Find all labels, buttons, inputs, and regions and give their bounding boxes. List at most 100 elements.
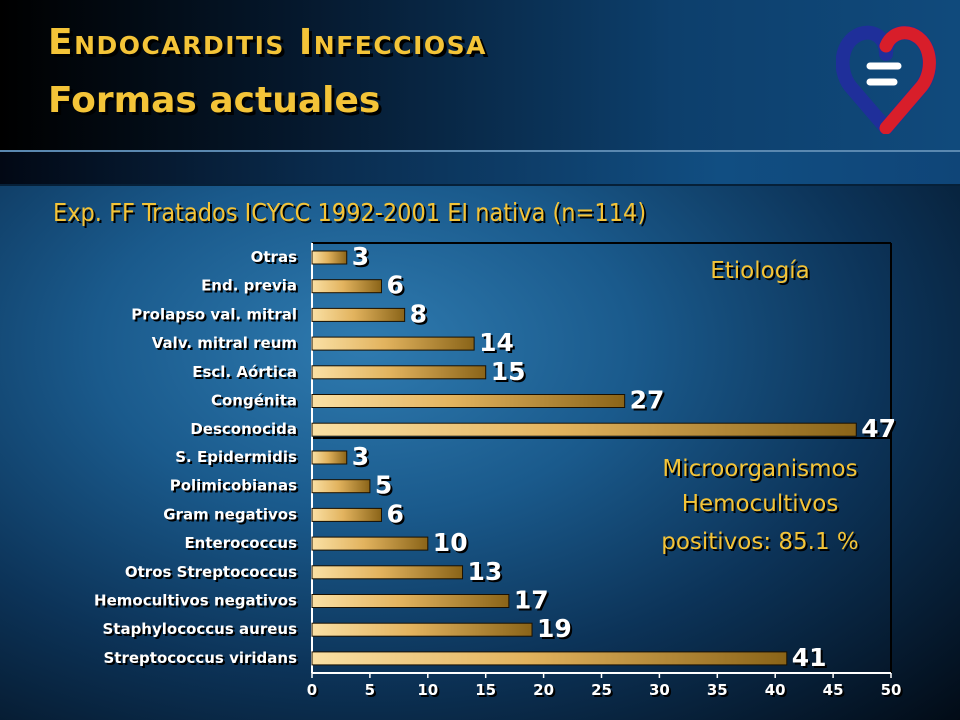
bar-value-label-text: 19 (537, 614, 572, 643)
category-label-shadow: Prolapso val. mitral (133, 307, 299, 325)
category-label-text: Prolapso val. mitral (131, 305, 297, 323)
category-label-text: End. previa (201, 277, 297, 295)
x-tick-label-shadow: 10 (419, 683, 440, 701)
bar-value-label-text: 27 (630, 386, 665, 415)
panel-annotation-shadow: positivos: 85.1 % (663, 531, 861, 557)
category-label-text: Streptococcus viridans (104, 649, 298, 667)
bar-value-label: 55 (375, 471, 394, 502)
panel-annotation-shadow: Microorganismos (664, 458, 859, 484)
x-tick-label-shadow: 35 (709, 683, 730, 701)
category-label-shadow: Polimicobianas (172, 479, 299, 497)
x-tick-label-text: 50 (881, 681, 902, 699)
bar-value-label-text: 41 (792, 643, 827, 672)
x-tick-label-text: 10 (417, 681, 438, 699)
bar-value-label-shadow: 6 (388, 501, 405, 530)
x-tick-label-text: 35 (707, 681, 728, 699)
panel-annotation-text: Hemocultivos (682, 491, 839, 517)
bar-value-label-text: 13 (468, 557, 503, 586)
category-label-text: Escl. Aórtica (192, 363, 297, 381)
chart-title: Exp. FF Tratados ICYCC 1992-2001 EI nati… (53, 198, 647, 227)
bar-value-label-text: 8 (410, 299, 427, 328)
bar-value-label: 33 (352, 442, 371, 473)
bar-value-label-shadow: 41 (794, 645, 829, 674)
bar-value-label-text: 17 (514, 586, 549, 615)
panel-annotation-text: Microorganismos (662, 456, 857, 482)
bar-value-label-text: 5 (375, 471, 392, 500)
bar-value-label-text: 15 (491, 357, 526, 386)
category-label-shadow: Streptococcus viridans (106, 651, 300, 669)
bar-value-label-shadow: 3 (354, 244, 371, 273)
bar (311, 250, 348, 265)
bar-value-label-shadow: 5 (377, 473, 394, 502)
bar-value-label: 88 (410, 299, 429, 330)
bar-value-label-text: 6 (386, 271, 403, 300)
bar-value-label-shadow: 10 (435, 530, 470, 559)
bar (311, 479, 371, 494)
category-label-text: Otras (251, 248, 297, 266)
page-title: Endocarditis Infecciosa (48, 22, 487, 63)
bar-value-label-shadow: 19 (539, 616, 574, 645)
bar-value-label-shadow: 13 (470, 559, 505, 588)
category-label-text: Otros Streptococcus (125, 563, 297, 581)
bar-value-label: 66 (386, 271, 405, 302)
header-divider (0, 150, 960, 186)
bar-value-label-shadow: 3 (354, 444, 371, 473)
category-label-shadow: S. Epidermidis (177, 450, 299, 468)
category-label-shadow: Enterococcus (186, 536, 299, 554)
x-tick-label-text: 5 (365, 681, 375, 699)
panel-annotation-text: positivos: 85.1 % (661, 529, 859, 555)
category-label-shadow: Valv. mitral reum (154, 336, 299, 354)
category-label-text: Congénita (211, 392, 297, 410)
category-label-shadow: End. previa (203, 279, 299, 297)
x-tick-label: 00 (307, 681, 319, 701)
bar-value-label-text: 10 (433, 528, 468, 557)
bar-value-label-shadow: 47 (863, 416, 898, 445)
category-label-text: Gram negativos (163, 505, 297, 523)
bar (311, 394, 626, 408)
bar (311, 507, 382, 522)
x-tick-label-shadow: 40 (767, 683, 788, 701)
bar (311, 536, 429, 551)
bar-value-label-shadow: 17 (516, 588, 551, 617)
bar (311, 365, 487, 380)
bar-value-label-text: 6 (386, 499, 403, 528)
category-label-shadow: Otros Streptococcus (127, 565, 299, 583)
category-label-text: Valv. mitral reum (152, 334, 297, 352)
bar-value-label-text: 47 (861, 414, 896, 443)
x-tick-label-text: 20 (533, 681, 554, 699)
category-label-text: Staphylococcus aureus (102, 620, 297, 638)
category-label-shadow: Desconocida (192, 422, 299, 440)
bar-value-label-shadow: 6 (388, 273, 405, 302)
x-tick-label-text: 45 (823, 681, 844, 699)
bar (311, 565, 464, 580)
x-tick-label-shadow: 50 (883, 683, 904, 701)
bar-value-label-shadow: 8 (412, 301, 429, 330)
bar (311, 450, 348, 465)
page-subtitle: Formas actuales (48, 80, 381, 121)
bar (311, 422, 857, 437)
